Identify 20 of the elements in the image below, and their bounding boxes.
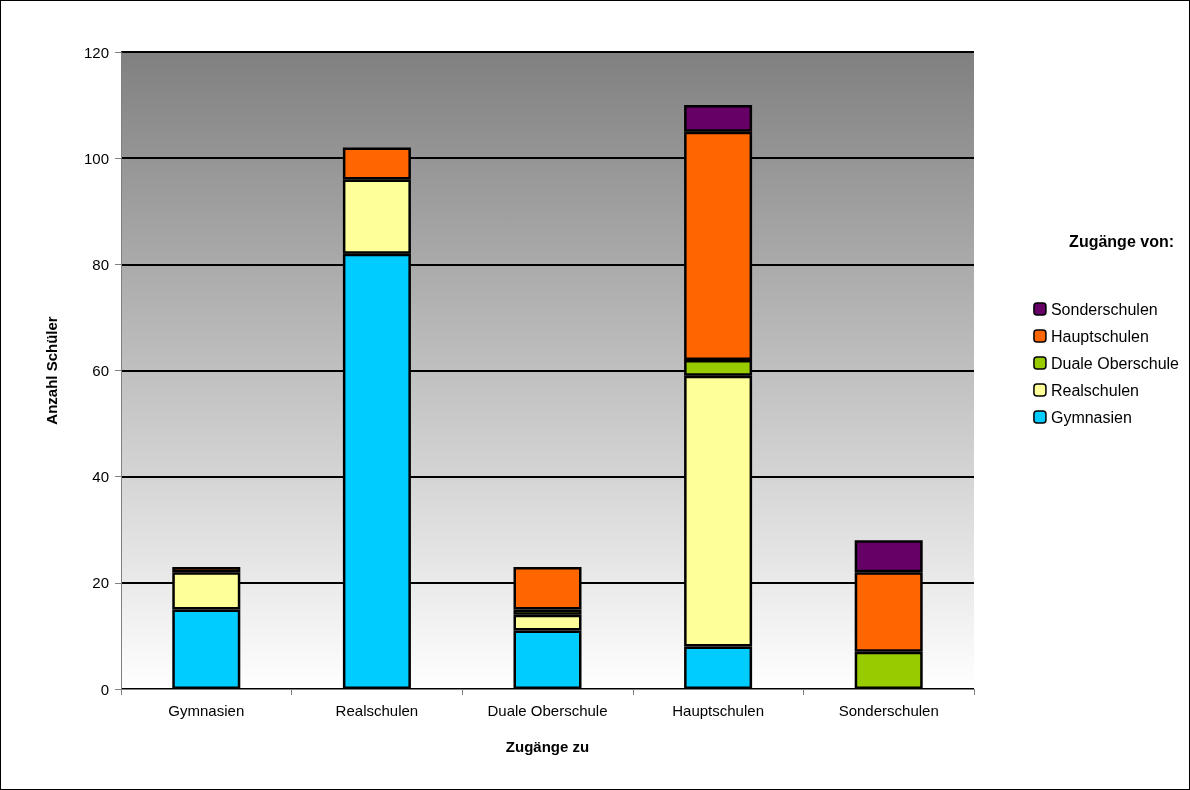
x-tick-label: Realschulen <box>335 702 419 719</box>
y-axis-title: Anzahl Schüler <box>43 316 60 425</box>
y-tick-label: 100 <box>83 149 109 167</box>
legend-label: Gymnasien <box>1050 408 1132 426</box>
legend-title: Zugänge von: <box>1069 232 1175 250</box>
y-tick-label: 40 <box>92 468 109 486</box>
y-tick-label: 60 <box>92 362 109 379</box>
legend-label: Hauptschulen <box>1050 327 1149 345</box>
y-tick-label: 20 <box>92 574 109 592</box>
y-tick-label: 0 <box>100 680 109 698</box>
x-tick-label: Hauptschulen <box>672 702 764 719</box>
x-axis-title: Zugänge zu <box>505 738 590 755</box>
x-tick-label: Gymnasien <box>168 702 245 719</box>
legend-label: Sonderschulen <box>1050 300 1158 318</box>
y-tick-label: 120 <box>83 43 109 61</box>
x-tick-label: Duale Oberschule <box>487 702 608 719</box>
x-tick-label: Sonderschulen <box>838 702 939 719</box>
legend-label: Duale Oberschule <box>1050 354 1180 372</box>
y-tick-label: 80 <box>92 255 109 273</box>
legend-label: Realschulen <box>1050 381 1139 399</box>
